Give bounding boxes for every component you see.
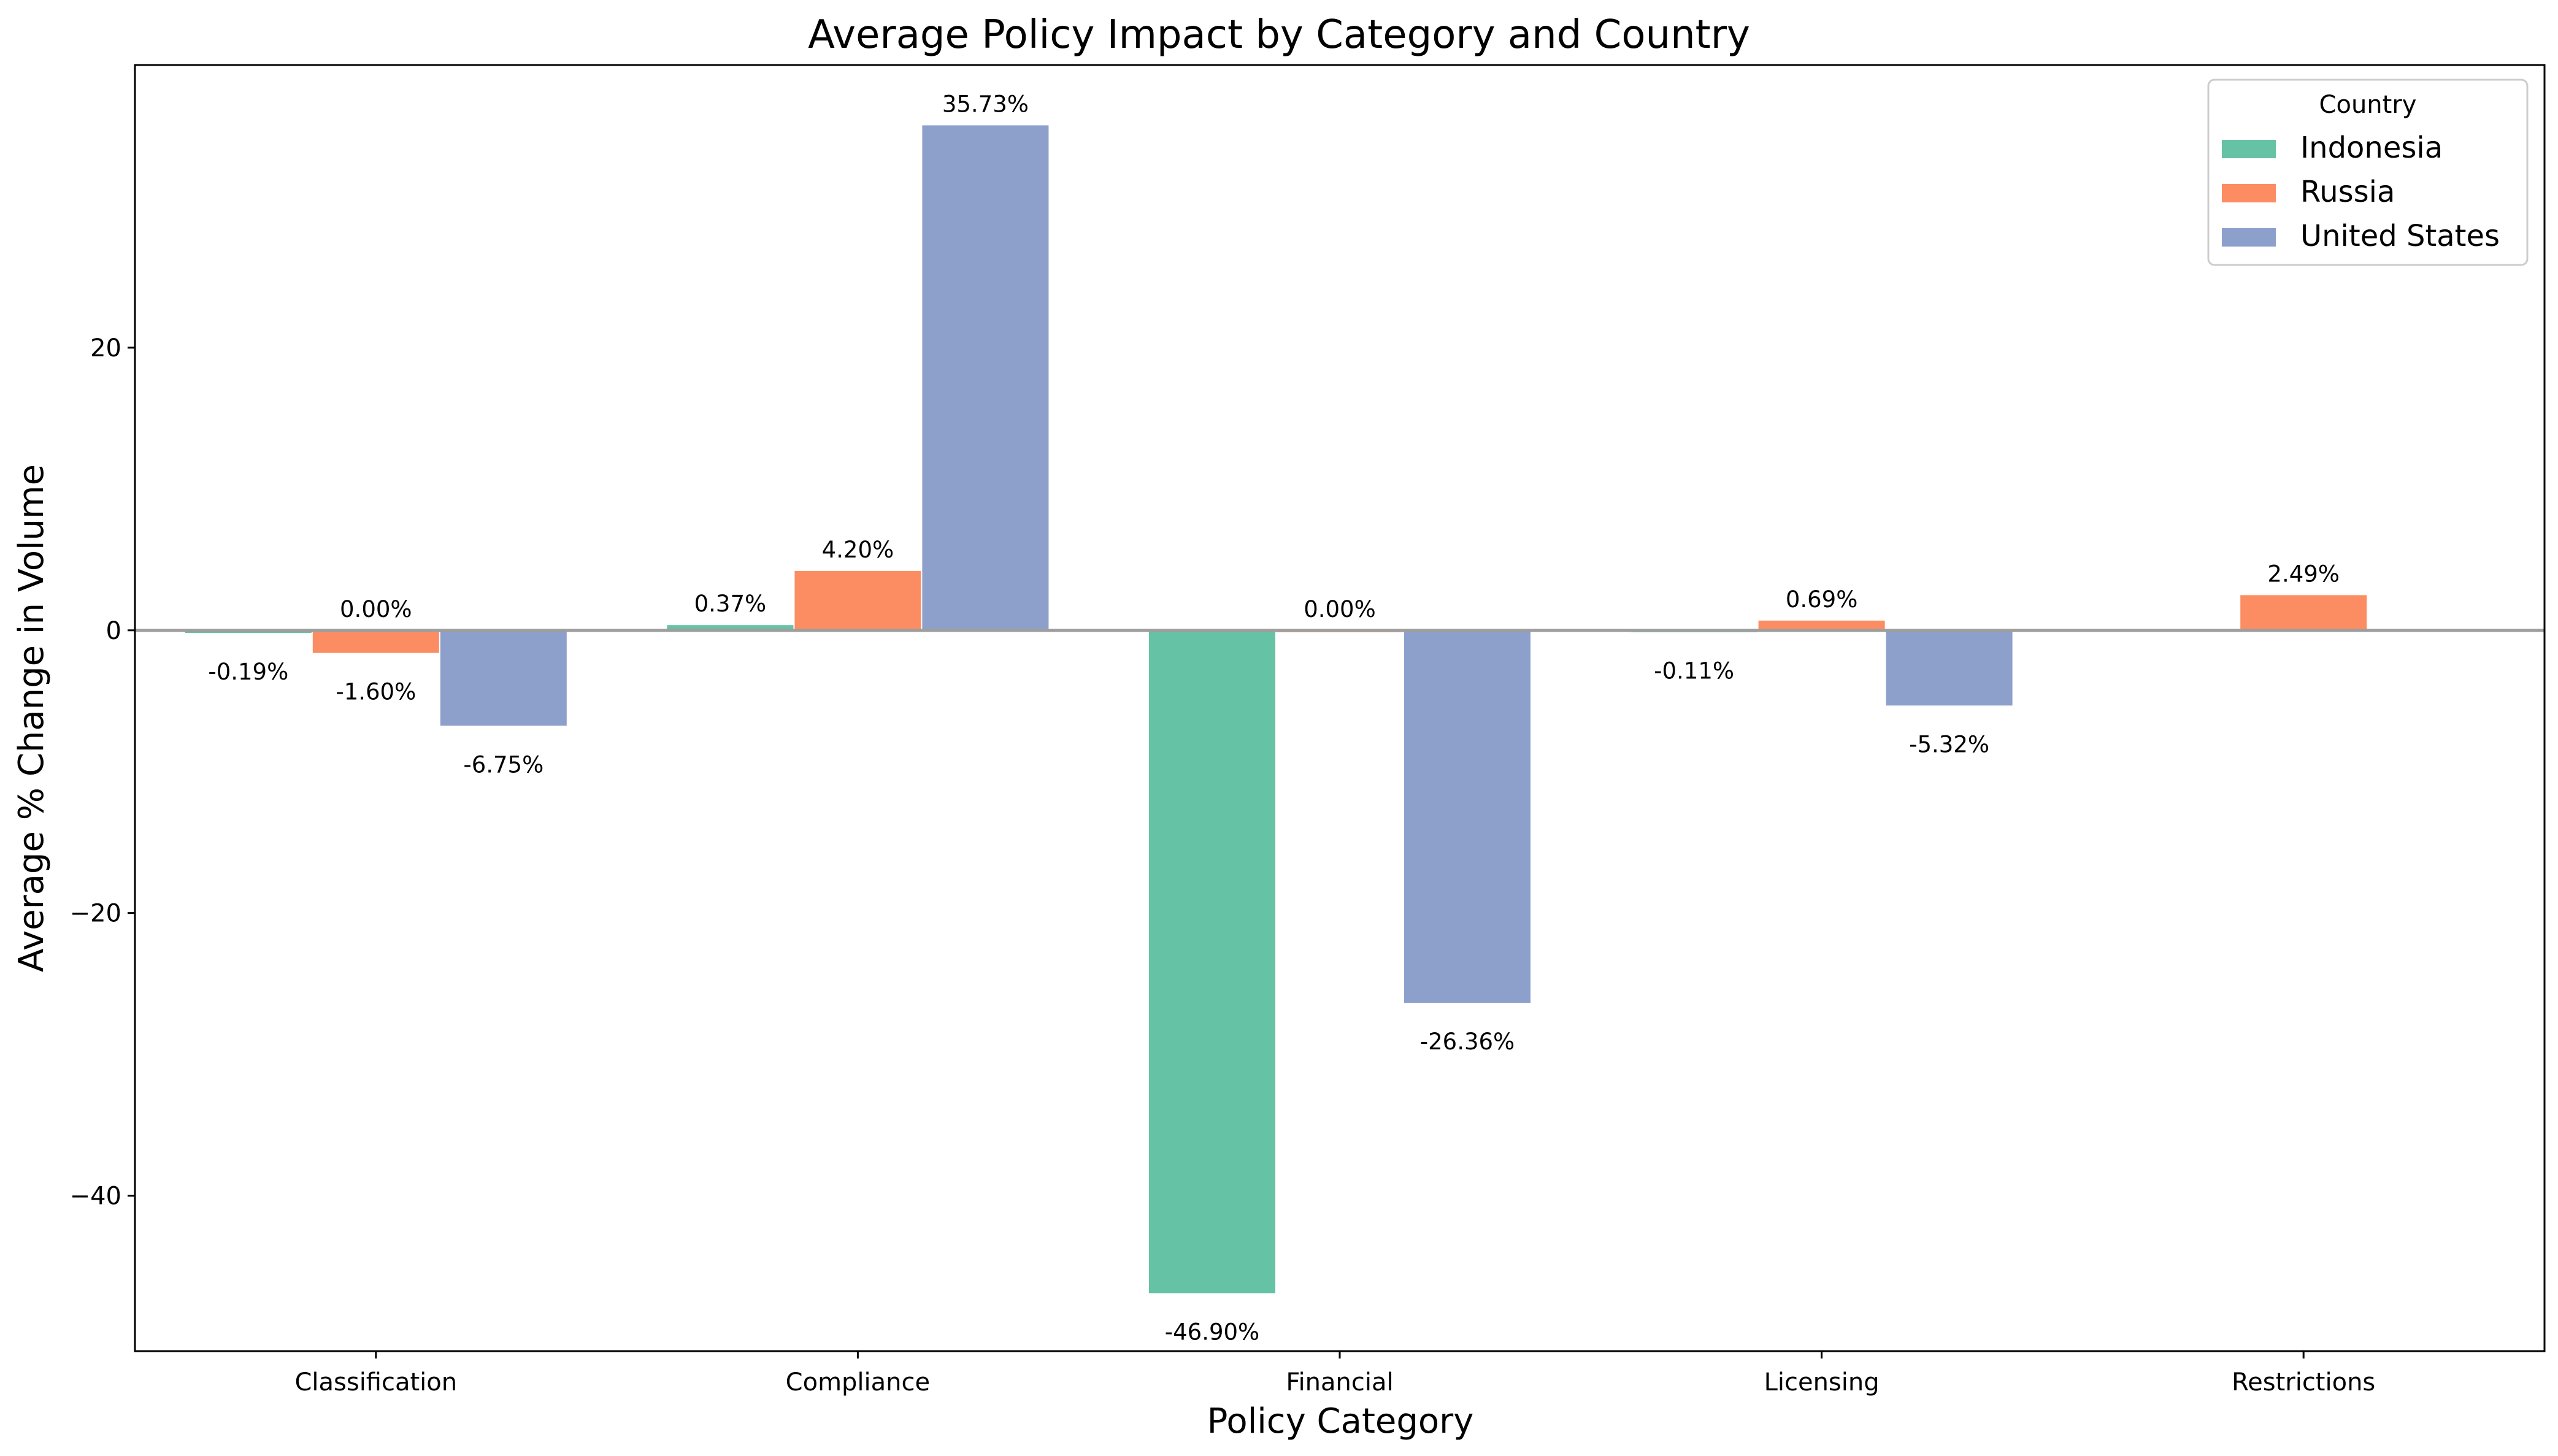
value-label-russia-classification: -1.60% xyxy=(336,679,416,705)
legend-label-russia: Russia xyxy=(2300,175,2395,209)
legend-swatch-united-states xyxy=(2222,228,2276,247)
bars-group xyxy=(185,125,2367,1293)
value-label-russia-compliance: 4.20% xyxy=(822,537,894,563)
bar-united-states-compliance xyxy=(922,125,1049,630)
x-tick-label-restrictions: Restrictions xyxy=(2232,1368,2375,1397)
value-label-indonesia-financial: -46.90% xyxy=(1165,1319,1259,1346)
y-tick-label-0: 0 xyxy=(106,617,121,645)
y-tick-label-20: 20 xyxy=(90,334,121,362)
value-label-extra-russia-classification: 0.00% xyxy=(340,596,412,623)
bar-russia-classification xyxy=(312,630,439,653)
value-label-united-states-licensing: -5.32% xyxy=(1909,731,1989,757)
legend: Country Indonesia Russia United States xyxy=(2207,79,2529,266)
value-label-united-states-financial: -26.36% xyxy=(1420,1029,1515,1055)
bar-indonesia-compliance xyxy=(667,625,794,630)
bar-united-states-financial xyxy=(1404,630,1531,1003)
value-label-russia-licensing: 0.69% xyxy=(1786,586,1858,613)
bar-united-states-classification xyxy=(440,630,567,726)
x-axis: Classification Compliance Financial Licensi… xyxy=(294,1351,2375,1397)
value-label-russia-restrictions: 2.49% xyxy=(2267,561,2340,587)
y-tick-label-40: −40 xyxy=(70,1182,121,1211)
bar-russia-restrictions xyxy=(2240,595,2367,630)
chart-title: Average Policy Impact by Category and Co… xyxy=(808,12,1750,58)
legend-swatch-russia xyxy=(2222,184,2276,202)
legend-label-united-states: United States xyxy=(2300,219,2500,253)
x-tick-label-financial: Financial xyxy=(1286,1368,1393,1397)
bar-russia-licensing xyxy=(1758,620,1885,630)
legend-title: Country xyxy=(2319,91,2417,119)
legend-label-indonesia: Indonesia xyxy=(2300,131,2443,165)
x-tick-label-classification: Classification xyxy=(294,1368,457,1397)
y-axis: −40 −20 0 20 xyxy=(70,334,135,1211)
value-labels-group: -0.19% 0.37% -46.90% -0.11% -1.60% 4.20% 0.00%… xyxy=(208,91,2340,1345)
value-label-indonesia-classification: -0.19% xyxy=(208,659,288,685)
value-label-indonesia-compliance: 0.37% xyxy=(694,591,767,617)
y-axis-label: Average % Change in Volume xyxy=(12,464,52,972)
value-label-united-states-compliance: 35.73% xyxy=(942,91,1029,117)
bar-russia-compliance xyxy=(794,570,921,630)
legend-box xyxy=(2207,79,2529,266)
bar-united-states-licensing xyxy=(1886,630,2013,706)
value-label-indonesia-licensing: -0.11% xyxy=(1654,657,1734,684)
bar-indonesia-financial xyxy=(1149,630,1275,1293)
legend-swatch-indonesia xyxy=(2222,140,2276,158)
x-tick-label-compliance: Compliance xyxy=(786,1368,930,1397)
value-label-russia-financial: 0.00% xyxy=(1304,596,1376,623)
y-tick-label-20: −20 xyxy=(70,900,121,928)
x-axis-label: Policy Category xyxy=(1207,1401,1474,1441)
x-tick-label-licensing: Licensing xyxy=(1764,1368,1880,1397)
value-label-united-states-classification: -6.75% xyxy=(463,751,543,778)
